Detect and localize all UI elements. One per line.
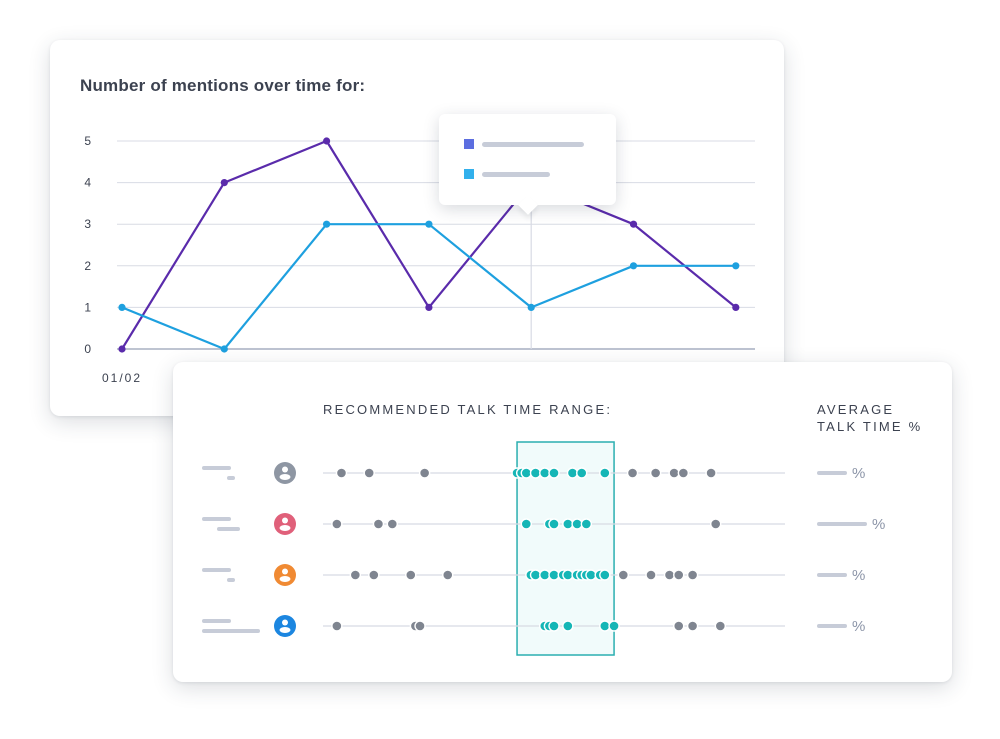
avatar-icon	[274, 462, 296, 484]
talk-point-in-range	[529, 569, 542, 581]
talk-point-in-range	[576, 467, 588, 479]
talk-point	[673, 620, 685, 632]
talk-point	[331, 620, 343, 632]
talk-point	[405, 569, 417, 581]
talk-point	[710, 518, 722, 530]
avatar-icon	[274, 513, 296, 535]
talk-point	[442, 569, 454, 581]
talk-point	[645, 569, 657, 581]
data-point	[425, 220, 433, 228]
avatar-head	[282, 517, 288, 524]
talk-point	[372, 518, 385, 530]
talk-point-in-range	[571, 518, 583, 530]
chart-tooltip	[439, 114, 616, 215]
talk-point-in-range	[520, 467, 532, 479]
talk-time-chart: %%%%	[202, 441, 885, 656]
talk-point-in-range	[585, 569, 597, 581]
data-point	[323, 137, 331, 145]
tooltip-label-placeholder-2	[482, 172, 550, 177]
avatar-icon	[274, 564, 296, 586]
average-percent: %	[852, 618, 865, 635]
avatar-body	[279, 576, 291, 582]
talk-point	[349, 569, 362, 581]
talk-point	[626, 467, 639, 479]
talk-point-in-range	[608, 620, 620, 632]
talk-point	[673, 569, 685, 581]
avatar-head	[282, 568, 288, 575]
chart-title: Number of mentions over time for:	[80, 76, 366, 95]
talk-point	[363, 467, 375, 479]
average-talk-time-title: AVERAGE TALK TIME %	[817, 402, 923, 434]
talk-point-in-range	[520, 518, 532, 530]
avatar-head	[282, 619, 288, 626]
talk-point-in-range	[548, 569, 560, 581]
talk-range-title: RECOMMENDED TALK TIME RANGE:	[323, 402, 613, 417]
talk-point-in-range	[599, 620, 611, 632]
mentions-chart-card: Number of mentions over time for: 0 1 2 3 4 5…	[50, 40, 784, 416]
talk-point	[677, 467, 690, 479]
talk-point-in-range	[562, 620, 574, 632]
y-tick-label: 1	[84, 300, 91, 314]
talk-point-in-range	[529, 467, 542, 479]
talk-point-in-range	[566, 467, 579, 479]
data-point	[220, 345, 228, 353]
talk-point-in-range	[548, 518, 560, 530]
talk-point	[686, 569, 699, 581]
x-tick-label: 01/02	[102, 371, 142, 385]
talk-point	[649, 467, 662, 479]
talk-point	[418, 467, 431, 479]
series-line-2	[121, 223, 736, 351]
avatar-icon	[274, 615, 296, 637]
data-point	[732, 303, 740, 311]
talk-point	[414, 620, 426, 632]
talk-point	[686, 620, 699, 632]
data-point	[732, 262, 740, 270]
talk-point	[368, 569, 380, 581]
y-tick-label: 2	[84, 259, 91, 273]
talk-point-in-range	[599, 467, 611, 479]
data-point	[323, 220, 331, 228]
y-tick-label: 4	[84, 176, 91, 190]
tooltip-swatch-2	[464, 169, 474, 179]
talk-point	[335, 467, 348, 479]
talk-point	[714, 620, 727, 632]
talk-point	[663, 569, 676, 581]
average-percent: %	[872, 516, 885, 533]
data-point	[425, 303, 433, 311]
average-percent: %	[852, 465, 865, 482]
talk-time-card: RECOMMENDED TALK TIME RANGE: AVERAGE TAL…	[173, 362, 952, 682]
talk-point	[331, 518, 343, 530]
avatar-body	[279, 627, 291, 633]
data-point	[629, 262, 638, 270]
tooltip-swatch-1	[464, 139, 474, 149]
avatar-body	[279, 474, 291, 480]
data-point	[629, 220, 638, 228]
y-tick-label: 3	[84, 217, 91, 231]
y-tick-label: 0	[84, 342, 91, 356]
avatar-head	[282, 466, 288, 473]
talk-point-in-range	[539, 467, 551, 479]
y-tick-label: 5	[84, 134, 91, 148]
talk-point-in-range	[562, 518, 574, 530]
talk-point-in-range	[580, 518, 593, 530]
data-point	[118, 303, 126, 311]
data-point	[527, 303, 535, 311]
talk-point-in-range	[599, 569, 611, 581]
talk-point	[386, 518, 399, 530]
talk-point-in-range	[548, 467, 560, 479]
average-percent: %	[852, 567, 865, 584]
talk-point	[705, 467, 717, 479]
talk-point-in-range	[562, 569, 574, 581]
line-chart: 0 1 2 3 4 5 01/02	[84, 134, 755, 385]
tooltip-label-placeholder-1	[482, 142, 584, 147]
talk-point-in-range	[539, 569, 551, 581]
talk-point	[668, 467, 680, 479]
data-point	[220, 179, 228, 187]
data-point	[118, 345, 126, 353]
talk-point-in-range	[548, 620, 560, 632]
talk-point	[617, 569, 629, 581]
avatar-body	[279, 525, 291, 531]
series-line-1	[121, 139, 737, 350]
